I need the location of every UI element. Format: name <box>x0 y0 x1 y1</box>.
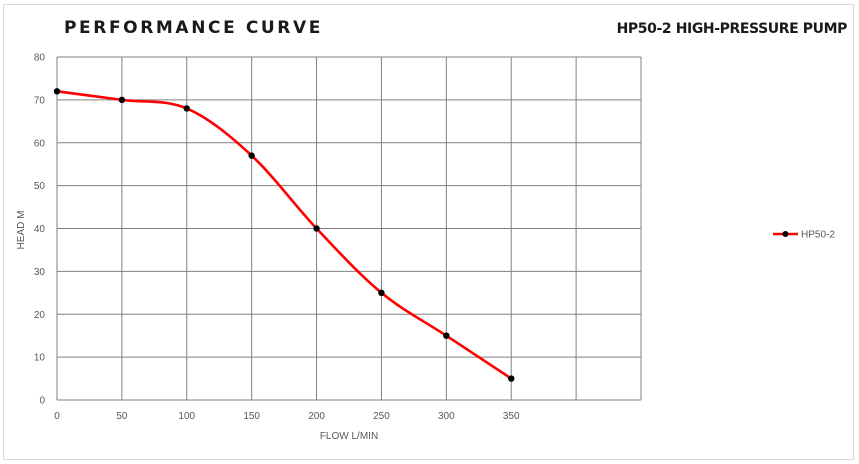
y-tick-label: 70 <box>34 95 46 106</box>
data-point <box>378 289 385 297</box>
pump-model-title: HP50-2 HIGH-PRESSURE PUMP <box>616 21 848 37</box>
y-tick-label: 50 <box>34 181 46 192</box>
grid-lines <box>56 56 642 401</box>
chart-frame <box>3 4 854 460</box>
y-tick-label: 80 <box>34 53 46 64</box>
axis-titles: FLOW L/MIN HEAD M <box>16 211 378 442</box>
data-point <box>183 105 190 112</box>
y-tick-label: 20 <box>34 310 46 321</box>
x-tick-label: 200 <box>308 411 325 422</box>
x-tick-label: 150 <box>243 411 260 422</box>
x-tick-label: 250 <box>373 411 390 422</box>
y-axis-label: HEAD M <box>16 211 27 250</box>
legend-marker <box>782 231 789 237</box>
data-point <box>248 152 255 159</box>
data-point <box>53 88 61 95</box>
legend-label-hp50-2: HP50-2 <box>801 230 835 241</box>
x-tick-label: 50 <box>116 411 128 422</box>
y-tick-label: 30 <box>34 267 46 278</box>
y-tick-label: 40 <box>34 224 46 235</box>
series-line-hp50-2 <box>56 90 512 380</box>
x-tick-label: 300 <box>438 411 455 422</box>
x-tick-label: 0 <box>54 411 60 422</box>
data-point <box>508 375 515 382</box>
legend: HP50-2 <box>773 230 835 241</box>
data-point <box>443 332 450 339</box>
chart-title: PERFORMANCE CURVE <box>64 18 323 38</box>
series-group <box>53 88 515 382</box>
x-tick-label: 350 <box>503 411 520 422</box>
data-point <box>313 225 320 232</box>
y-tick-label: 0 <box>39 396 45 407</box>
tick-labels: 0 10 20 30 40 50 60 70 80 0 50 100 150 200 250 300 350 <box>34 53 520 423</box>
x-axis-label: FLOW L/MIN <box>320 431 378 442</box>
data-point <box>118 96 126 104</box>
x-tick-label: 100 <box>178 411 195 422</box>
y-tick-label: 10 <box>34 353 46 364</box>
y-tick-label: 60 <box>34 138 46 149</box>
